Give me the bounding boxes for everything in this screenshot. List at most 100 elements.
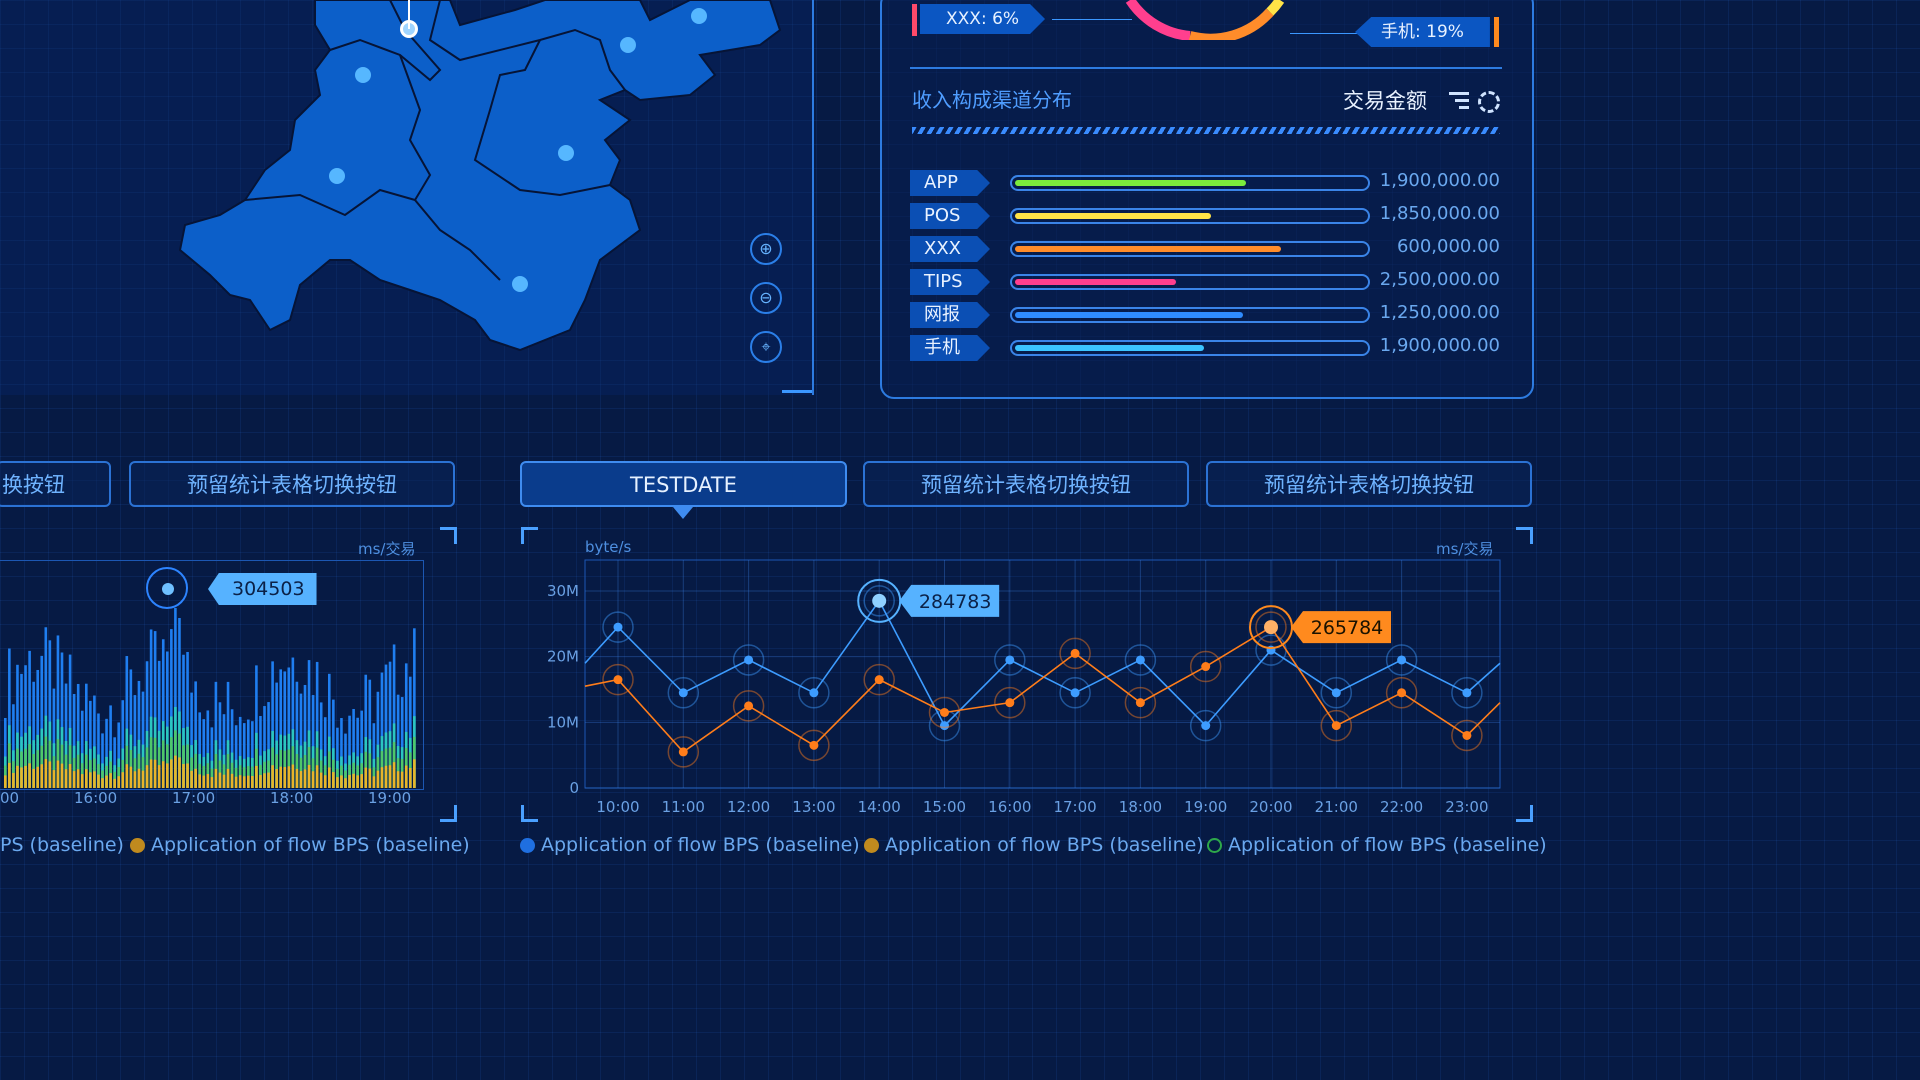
zoom-out-icon[interactable]: ⊖	[750, 282, 782, 314]
revenue-row: 手机 1,900,000.00	[910, 335, 1510, 363]
data-point	[744, 701, 754, 711]
tab-stats-0[interactable]: 换按钮	[0, 461, 111, 507]
map-corner-accent	[782, 390, 812, 393]
bar	[174, 608, 177, 788]
bar	[409, 676, 412, 788]
callout-box	[899, 584, 1000, 617]
x-tick: 19:00	[368, 789, 412, 807]
data-point	[1070, 648, 1080, 658]
channel-value: 1,900,000.00	[1379, 170, 1500, 191]
data-point	[1331, 688, 1341, 698]
tab-stats-1[interactable]: 预留统计表格切换按钮	[129, 461, 455, 507]
progress-fill	[1015, 213, 1211, 219]
tab-stats-3[interactable]: 预留统计表格切换按钮	[863, 461, 1189, 507]
line-chart[interactable]: 10:00 11:00 12:00 13:00 14:00 15:00 16:00 17:00…	[520, 540, 1530, 820]
divider	[910, 67, 1502, 69]
progress-fill	[1015, 312, 1243, 318]
bar	[117, 722, 120, 788]
hatched-divider	[912, 127, 1500, 134]
point-halo	[1059, 637, 1091, 670]
channel-tag: POS	[910, 203, 990, 229]
zoom-in-icon[interactable]: ⊕	[750, 233, 782, 265]
point-halo	[994, 644, 1026, 676]
refresh-icon[interactable]	[1478, 91, 1500, 113]
bar	[267, 702, 270, 788]
data-point	[1070, 688, 1080, 698]
bar	[145, 661, 149, 788]
bar	[113, 737, 116, 788]
legend-label: PS (baseline)	[0, 834, 124, 856]
channel-tag: APP	[910, 170, 990, 196]
x-tick: 00	[0, 789, 20, 807]
bracket-corner	[440, 805, 457, 822]
x-tick: 11:00	[662, 798, 705, 816]
bar	[295, 681, 299, 788]
point-halo	[732, 690, 765, 722]
legend-label: Application of flow BPS (baseline)	[541, 834, 860, 856]
bar	[129, 669, 133, 788]
bar	[60, 652, 64, 788]
tab-testdate[interactable]: TESTDATE	[520, 461, 847, 507]
channel-tag: XXX	[910, 236, 990, 262]
bar	[226, 681, 230, 788]
channel-value: 600,000.00	[1396, 236, 1500, 257]
bar	[238, 716, 242, 788]
pie-label-right: 手机: 19%	[1355, 17, 1490, 47]
data-point	[1005, 655, 1015, 665]
legend-item[interactable]: Application of flow BPS (baseline)	[520, 834, 860, 856]
bar	[198, 712, 201, 788]
highlight-dot	[872, 593, 887, 608]
progress-fill	[1015, 279, 1176, 285]
bar	[356, 717, 359, 788]
data-point	[1005, 698, 1015, 708]
legend-item[interactable]: Application of flow BPS (baseline)	[130, 834, 470, 856]
legend-item[interactable]: Application of flow BPS (baseline)	[1207, 834, 1547, 856]
bar	[166, 651, 169, 788]
bar	[80, 710, 84, 788]
bar	[259, 715, 262, 788]
point-halo	[667, 736, 700, 768]
point-halo	[1124, 686, 1157, 719]
bar	[44, 627, 48, 788]
point-halo	[1320, 677, 1353, 709]
bar	[76, 683, 80, 788]
channel-value: 1,850,000.00	[1379, 203, 1500, 224]
legend-item[interactable]: PS (baseline)	[0, 834, 124, 856]
progress-fill	[1015, 345, 1204, 351]
point-halo	[1189, 650, 1222, 683]
active-tab-pointer	[673, 507, 693, 519]
bar	[413, 628, 416, 788]
pie-label-marker-left	[912, 4, 917, 36]
pie-leader-left	[1052, 19, 1132, 20]
x-tick: 10:00	[596, 798, 639, 816]
data-point	[1397, 655, 1407, 665]
data-point	[940, 707, 949, 717]
x-tick: 17:00	[172, 789, 216, 807]
list-sort-icon[interactable]	[1449, 92, 1469, 110]
y-tick: 0	[569, 779, 579, 797]
reset-view-icon[interactable]: ⌖	[750, 331, 782, 363]
region-map[interactable]	[0, 0, 812, 395]
data-point	[613, 675, 623, 685]
data-point	[1135, 655, 1145, 665]
point-halo	[928, 696, 961, 729]
bar	[388, 661, 392, 788]
progress-fill	[1015, 246, 1281, 252]
bar	[372, 723, 376, 788]
bar	[190, 692, 193, 788]
data-point	[874, 675, 884, 685]
bar	[340, 718, 343, 788]
data-point	[678, 688, 688, 698]
legend-item[interactable]: Application of flow BPS (baseline)	[864, 834, 1204, 856]
revenue-row: TIPS 2,500,000.00	[910, 269, 1510, 297]
bar	[157, 660, 161, 788]
tab-stats-4[interactable]: 预留统计表格切换按钮	[1206, 461, 1532, 507]
left-bar-chart[interactable]	[0, 560, 422, 788]
bar	[4, 718, 7, 788]
point-halo	[798, 729, 830, 762]
bar	[230, 709, 234, 788]
point-halo	[1385, 677, 1418, 709]
x-tick: 16:00	[988, 798, 1031, 816]
y-tick: 20M	[547, 648, 579, 666]
bar	[307, 660, 311, 788]
